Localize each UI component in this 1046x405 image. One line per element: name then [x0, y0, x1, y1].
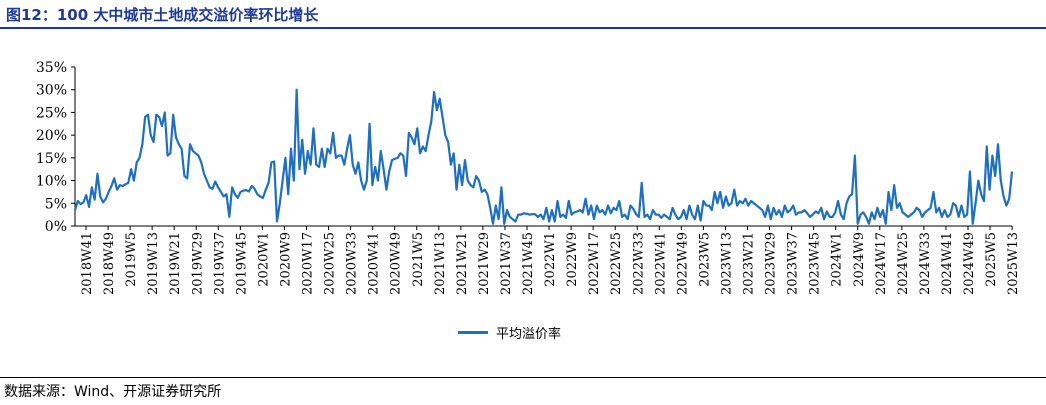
chart-legend: 平均溢价率: [458, 323, 561, 342]
x-tick-label: 2023W13: [719, 232, 734, 295]
x-tick-label: 2019W21: [168, 232, 183, 295]
x-tick-label: 2025W5: [984, 232, 999, 287]
series-line: [73, 88, 1014, 225]
x-tick-label: 2023W5: [697, 232, 712, 287]
x-tick-label: 2019W29: [190, 232, 205, 295]
x-tick-label: 2024W33: [918, 232, 933, 295]
x-tick-label: 2023W45: [808, 232, 823, 295]
x-tick-label: 2022W17: [587, 232, 602, 295]
x-tick-label: 2023W21: [742, 232, 757, 295]
x-tick-label: 2021W29: [477, 232, 492, 295]
x-tick-label: 2023W37: [786, 232, 801, 295]
y-tick-label: 5%: [45, 196, 67, 212]
x-tick-label: 2020W33: [345, 232, 360, 295]
x-tick-label: 2020W49: [389, 232, 404, 295]
x-tick-label: 2018W49: [102, 232, 117, 295]
x-tick-label: 2024W1: [830, 232, 845, 287]
x-tick-label: 2019W5: [124, 232, 139, 287]
x-tick-label: 2019W37: [212, 232, 227, 295]
y-tick-label: 0%: [45, 219, 67, 235]
x-tick-label: 2020W41: [367, 232, 382, 295]
x-tick-label: 2021W45: [521, 232, 536, 295]
x-tick-label: 2022W33: [631, 232, 646, 295]
x-tick-label: 2024W49: [962, 232, 977, 295]
x-tick-label: 2020W25: [323, 232, 338, 295]
x-tick-label: 2024W9: [852, 232, 867, 287]
x-tick-label: 2021W5: [411, 232, 426, 287]
x-tick-label: 2025W13: [1006, 232, 1021, 295]
figure-title: 图12：100 大中城市土地成交溢价率环比增长: [6, 6, 319, 24]
x-tick-label: 2020W9: [278, 232, 293, 287]
x-tick-label: 2019W45: [234, 232, 249, 295]
x-tick-label: 2020W17: [301, 232, 316, 295]
y-tick-label: 25%: [36, 105, 67, 121]
footer-divider: [0, 377, 1046, 378]
legend-label: 平均溢价率: [496, 327, 562, 342]
y-tick-label: 20%: [36, 128, 67, 144]
x-tick-label: 2020W1: [256, 232, 271, 287]
x-tick-label: 2024W17: [874, 232, 889, 295]
x-tick-label: 2021W21: [455, 232, 470, 295]
y-tick-label: 15%: [36, 151, 67, 167]
y-tick-label: 10%: [36, 174, 67, 190]
x-tick-label: 2022W25: [609, 232, 624, 295]
x-tick-label: 2022W41: [653, 232, 668, 295]
y-tick-label: 30%: [36, 83, 67, 99]
y-tick-label: 35%: [36, 60, 67, 76]
line-chart: 0% 5% 10% 15% 20% 25% 30% 35% 2018W41 2018W49 2019…: [36, 60, 1021, 295]
x-tick-label: 2021W37: [499, 232, 514, 295]
legend-line-swatch: [458, 331, 488, 334]
x-tick-label: 2022W1: [543, 232, 558, 287]
x-tick-label: 2022W9: [565, 232, 580, 287]
x-tick-label: 2018W41: [80, 232, 95, 295]
x-tick-label: 2019W13: [146, 232, 161, 295]
x-tick-label: 2024W41: [940, 232, 955, 295]
x-tick-label: 2024W25: [896, 232, 911, 295]
x-tick-label: 2022W49: [675, 232, 690, 295]
data-source-note: 数据来源：Wind、开源证券研究所: [4, 384, 222, 400]
title-divider: [0, 27, 1046, 29]
x-tick-label: 2023W29: [764, 232, 779, 295]
x-tick-label: 2021W13: [433, 232, 448, 295]
